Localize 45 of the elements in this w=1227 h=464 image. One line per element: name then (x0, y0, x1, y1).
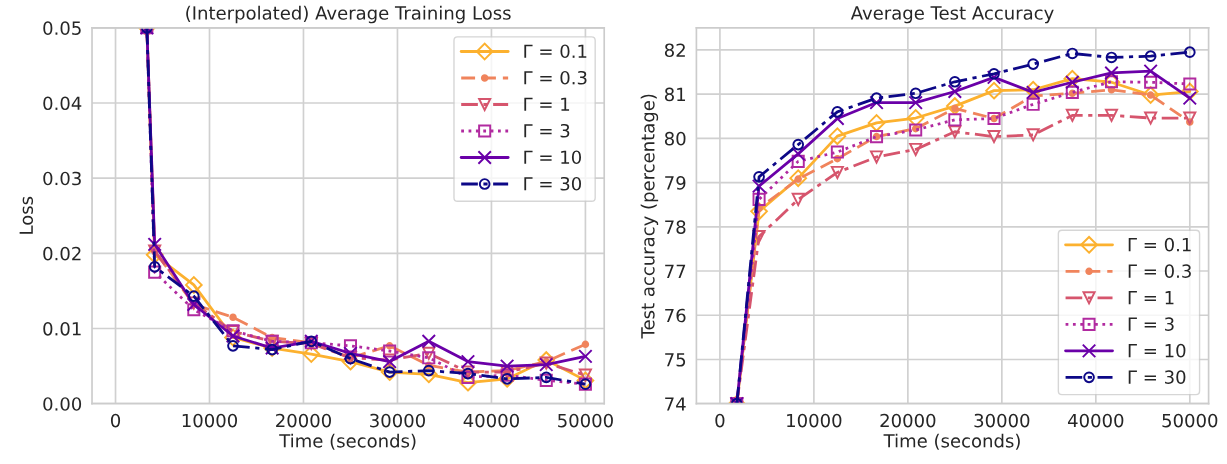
y-axis-title: Loss (19, 196, 34, 234)
y-tick-label: 80 (664, 131, 686, 146)
legend-label: Γ = 30 (1128, 370, 1186, 384)
legend-label: Γ = 30 (524, 176, 582, 191)
legend-label: Γ = 3 (1128, 317, 1174, 331)
x-tick-label: 0 (110, 413, 121, 428)
x-tick-label: 50000 (1162, 413, 1218, 428)
x-axis-title: Time (seconds) (883, 433, 1020, 450)
y-tick-label: 0.00 (43, 397, 82, 411)
chart-title: (Interpolated) Average Training Loss (186, 5, 511, 24)
y-tick-label: 0.04 (43, 96, 82, 111)
legend-label: Γ = 10 (524, 150, 582, 165)
legend-label: Γ = 1 (1128, 291, 1174, 305)
legend-label: Γ = 0.3 (1128, 264, 1191, 278)
x-tick-label: 40000 (463, 413, 519, 428)
x-tick-label: 20000 (276, 413, 331, 428)
legend-label: Γ = 0.1 (1128, 237, 1191, 252)
y-tick-label: 74 (665, 397, 686, 411)
x-tick-label: 30000 (974, 413, 1030, 428)
x-tick-label: 50000 (558, 413, 613, 428)
legend-label: Γ = 10 (1128, 343, 1186, 358)
x-tick-label: 40000 (1067, 413, 1124, 428)
x-tick-label: 10000 (182, 413, 238, 428)
y-tick-label: 76 (665, 308, 686, 323)
y-tick-label: 0.05 (43, 21, 81, 35)
legend-label: Γ = 3 (524, 123, 570, 138)
x-tick-label: 10000 (787, 413, 842, 428)
x-axis-title: Time (seconds) (279, 433, 416, 450)
y-tick-label: 78 (665, 220, 686, 234)
legend-label: Γ = 1 (524, 97, 570, 111)
y-tick-label: 0.01 (43, 321, 81, 336)
y-tick-label: 0.02 (43, 246, 81, 261)
y-tick-label: 75 (665, 353, 686, 367)
x-tick-label: 30000 (370, 413, 425, 428)
chart-title: Average Test Accuracy (850, 6, 1054, 24)
y-tick-label: 77 (665, 264, 686, 278)
y-tick-label: 79 (665, 176, 686, 190)
legend-label: Γ = 0.3 (524, 70, 587, 85)
y-tick-label: 81 (664, 87, 686, 102)
y-tick-label: 82 (664, 43, 685, 58)
y-tick-label: 0.03 (43, 171, 81, 186)
x-tick-label: 0 (715, 413, 725, 428)
x-tick-label: 20000 (880, 413, 936, 428)
legend-label: Γ = 0.1 (524, 44, 587, 59)
y-axis-title: Test accuracy (percentage) (640, 94, 659, 339)
